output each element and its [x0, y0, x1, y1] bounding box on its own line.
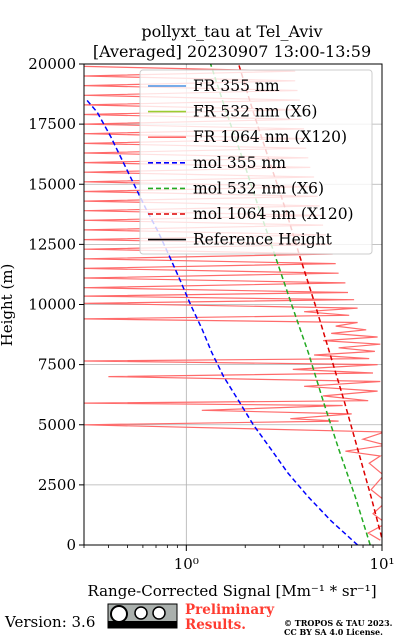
- x-axis: 10⁰ 10¹: [83, 545, 395, 573]
- chart-title: pollyxt_tau at Tel_Aviv: [141, 22, 322, 41]
- y-tick-label: 5000: [38, 416, 76, 434]
- preliminary-label-line1: Preliminary: [185, 602, 275, 618]
- series-layer: [84, 64, 382, 545]
- legend-label: mol 532 nm (X6): [193, 179, 324, 197]
- y-tick-label: 10000: [28, 296, 76, 314]
- version-label: Version: 3.6: [4, 613, 95, 631]
- copyright-line2: CC BY SA 4.0 License.: [284, 627, 383, 637]
- chart-subtitle: [Averaged] 20230907 13:00-13:59: [93, 42, 371, 61]
- series-fr-1064-nm-x120: [84, 65, 382, 541]
- legend-label: mol 1064 nm (X120): [193, 205, 354, 223]
- x-tick-label: 10¹: [369, 555, 394, 573]
- preliminary-label-line2: Results.: [185, 617, 246, 633]
- y-tick-label: 20000: [28, 55, 76, 73]
- y-axis: 0 2500 5000 7500 10000 12500 15000 17500 20000: [28, 55, 84, 554]
- y-tick-label: 17500: [28, 115, 76, 133]
- series-mol-532-nm-x6: [209, 64, 371, 545]
- legend-label: Reference Height: [193, 231, 333, 249]
- legend-label: FR 1064 nm (X120): [193, 128, 347, 146]
- y-tick-label: 0: [66, 536, 76, 554]
- y-tick-label: 15000: [28, 175, 76, 193]
- legend-label: FR 355 nm: [193, 77, 280, 95]
- legend-label: mol 355 nm: [193, 154, 286, 172]
- y-tick-label: 7500: [38, 356, 76, 374]
- cc-by-sa-badge: [107, 603, 178, 629]
- y-axis-label: Height (m): [0, 264, 16, 347]
- legend-label: FR 532 nm (X6): [193, 103, 317, 121]
- copyright-line1: © TROPOS & TAU 2023.: [284, 618, 393, 628]
- y-tick-label: 12500: [28, 235, 76, 253]
- legend: FR 355 nm FR 532 nm (X6) FR 1064 nm (X120)…: [139, 69, 373, 255]
- legend-box: [139, 69, 373, 255]
- series-mol-355-nm: [86, 99, 359, 545]
- y-tick-label: 2500: [38, 476, 76, 494]
- x-axis-label: Range-Corrected Signal [Mm⁻¹ * sr⁻¹]: [87, 582, 376, 600]
- x-tick-label: 10⁰: [174, 555, 199, 573]
